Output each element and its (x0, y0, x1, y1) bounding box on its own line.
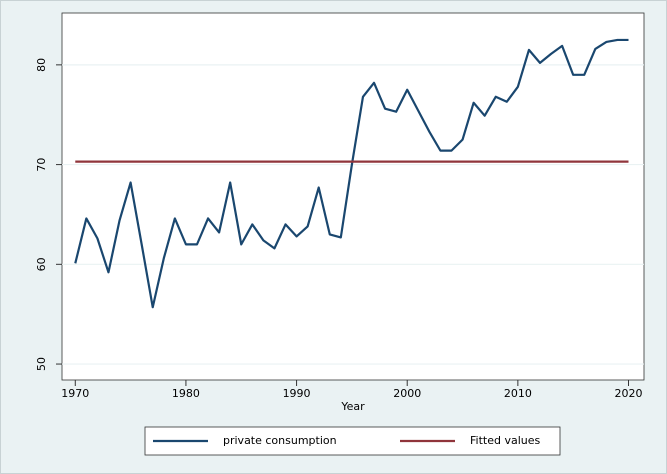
x-tick-label: 2010 (504, 387, 532, 400)
x-tick-label: 2000 (393, 387, 421, 400)
x-tick-label: 1980 (172, 387, 200, 400)
x-tick-label: 1970 (61, 387, 89, 400)
plot-area (61, 12, 645, 381)
y-tick-label: 80 (35, 58, 48, 72)
y-tick-label: 60 (35, 257, 48, 271)
legend-label: Fitted values (470, 434, 541, 447)
series-line (74, 38, 629, 309)
x-tick-label: 2020 (615, 387, 643, 400)
legend-label: private consumption (223, 434, 337, 447)
y-tick-label: 50 (35, 357, 48, 371)
y-tick-label: 70 (35, 158, 48, 172)
legend (144, 426, 561, 456)
x-axis-label: Year (340, 400, 365, 413)
x-tick-label: 1990 (283, 387, 311, 400)
